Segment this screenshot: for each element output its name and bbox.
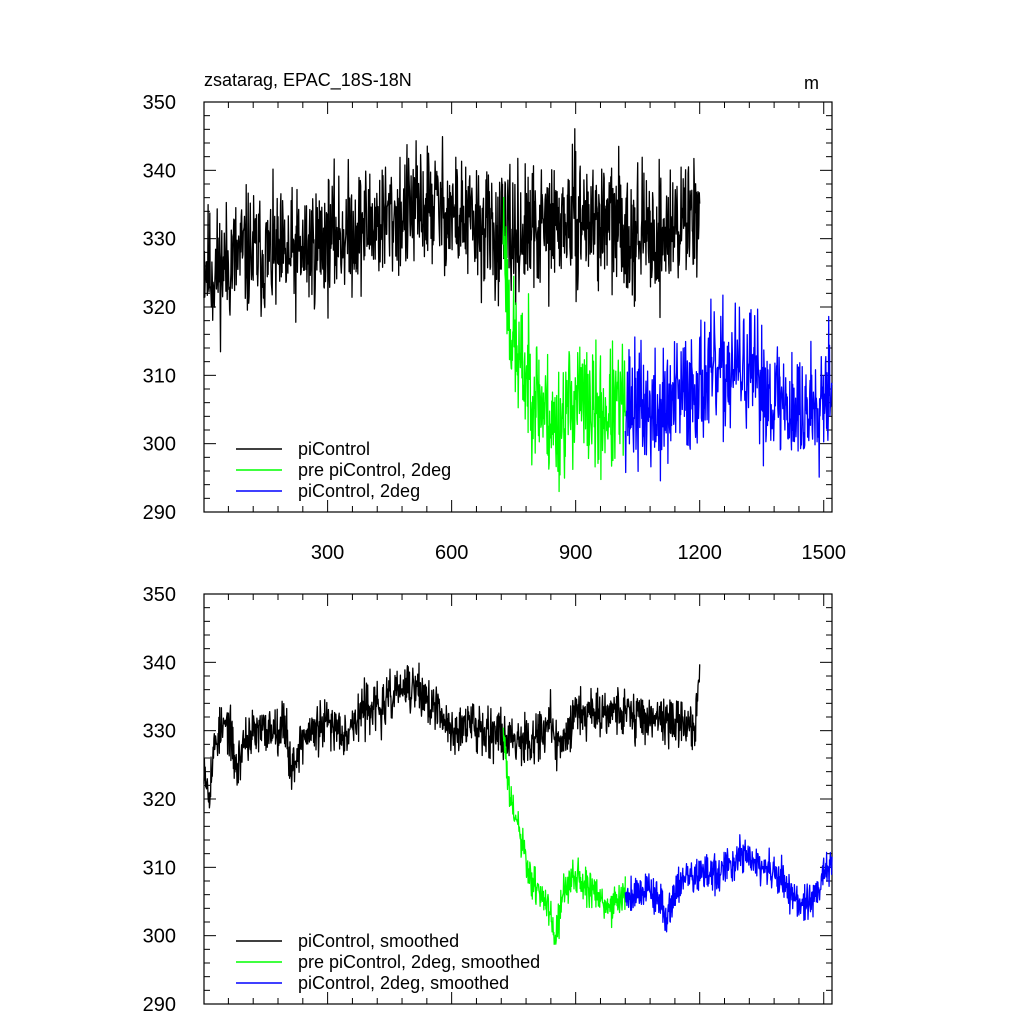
series-line-picontrol-2deg [624, 294, 833, 482]
y-tick-label: 290 [143, 502, 176, 524]
x-tick-label: 300 [311, 542, 344, 564]
legend-label-piControl-smoothed: piControl, smoothed [298, 931, 459, 951]
legend-label-piControl-2deg-smoothed: piControl, 2deg, smoothed [298, 973, 509, 993]
legend-label-piControl: piControl [298, 439, 370, 459]
y-tick-label: 320 [143, 297, 176, 319]
series-line-picontrol-smoothed [203, 662, 701, 809]
y-tick-label: 330 [143, 229, 176, 251]
x-tick-label: 1200 [677, 542, 722, 564]
x-tick-label: 900 [559, 542, 592, 564]
legend-label-pre-piControl-2deg-smoothed: pre piControl, 2deg, smoothed [298, 952, 540, 972]
units-label: m [804, 73, 819, 93]
y-tick-label: 350 [143, 92, 176, 114]
y-tick-label: 350 [143, 584, 176, 606]
series-line-pre-picontrol-2deg [502, 196, 626, 493]
legend-label-pre-piControl-2deg: pre piControl, 2deg [298, 460, 451, 480]
y-tick-label: 290 [143, 994, 176, 1016]
x-tick-label: 600 [435, 542, 468, 564]
series-line-pre-picontrol-2deg-smoothed [502, 727, 626, 946]
y-tick-label: 330 [143, 721, 176, 743]
top-panel: zsatarag, EPAC_18S-18N m 290 300 310 320 330… [143, 70, 846, 564]
x-tick-label: 1500 [801, 542, 846, 564]
y-tick-label: 300 [143, 926, 176, 948]
series-line-picontrol-2deg-smoothed [624, 834, 833, 933]
top-chart-title: zsatarag, EPAC_18S-18N [204, 70, 412, 91]
y-tick-label: 340 [143, 652, 176, 674]
y-tick-label: 340 [143, 160, 176, 182]
series-line-picontrol [203, 128, 701, 353]
y-tick-label: 320 [143, 789, 176, 811]
y-tick-label: 310 [143, 365, 176, 387]
bottom-panel: 290 300 310 320 330 340 350 piControl, smoothe… [143, 584, 833, 1016]
y-tick-label: 310 [143, 857, 176, 879]
y-tick-label: 300 [143, 434, 176, 456]
legend-label-piControl-2deg: piControl, 2deg [298, 481, 420, 501]
